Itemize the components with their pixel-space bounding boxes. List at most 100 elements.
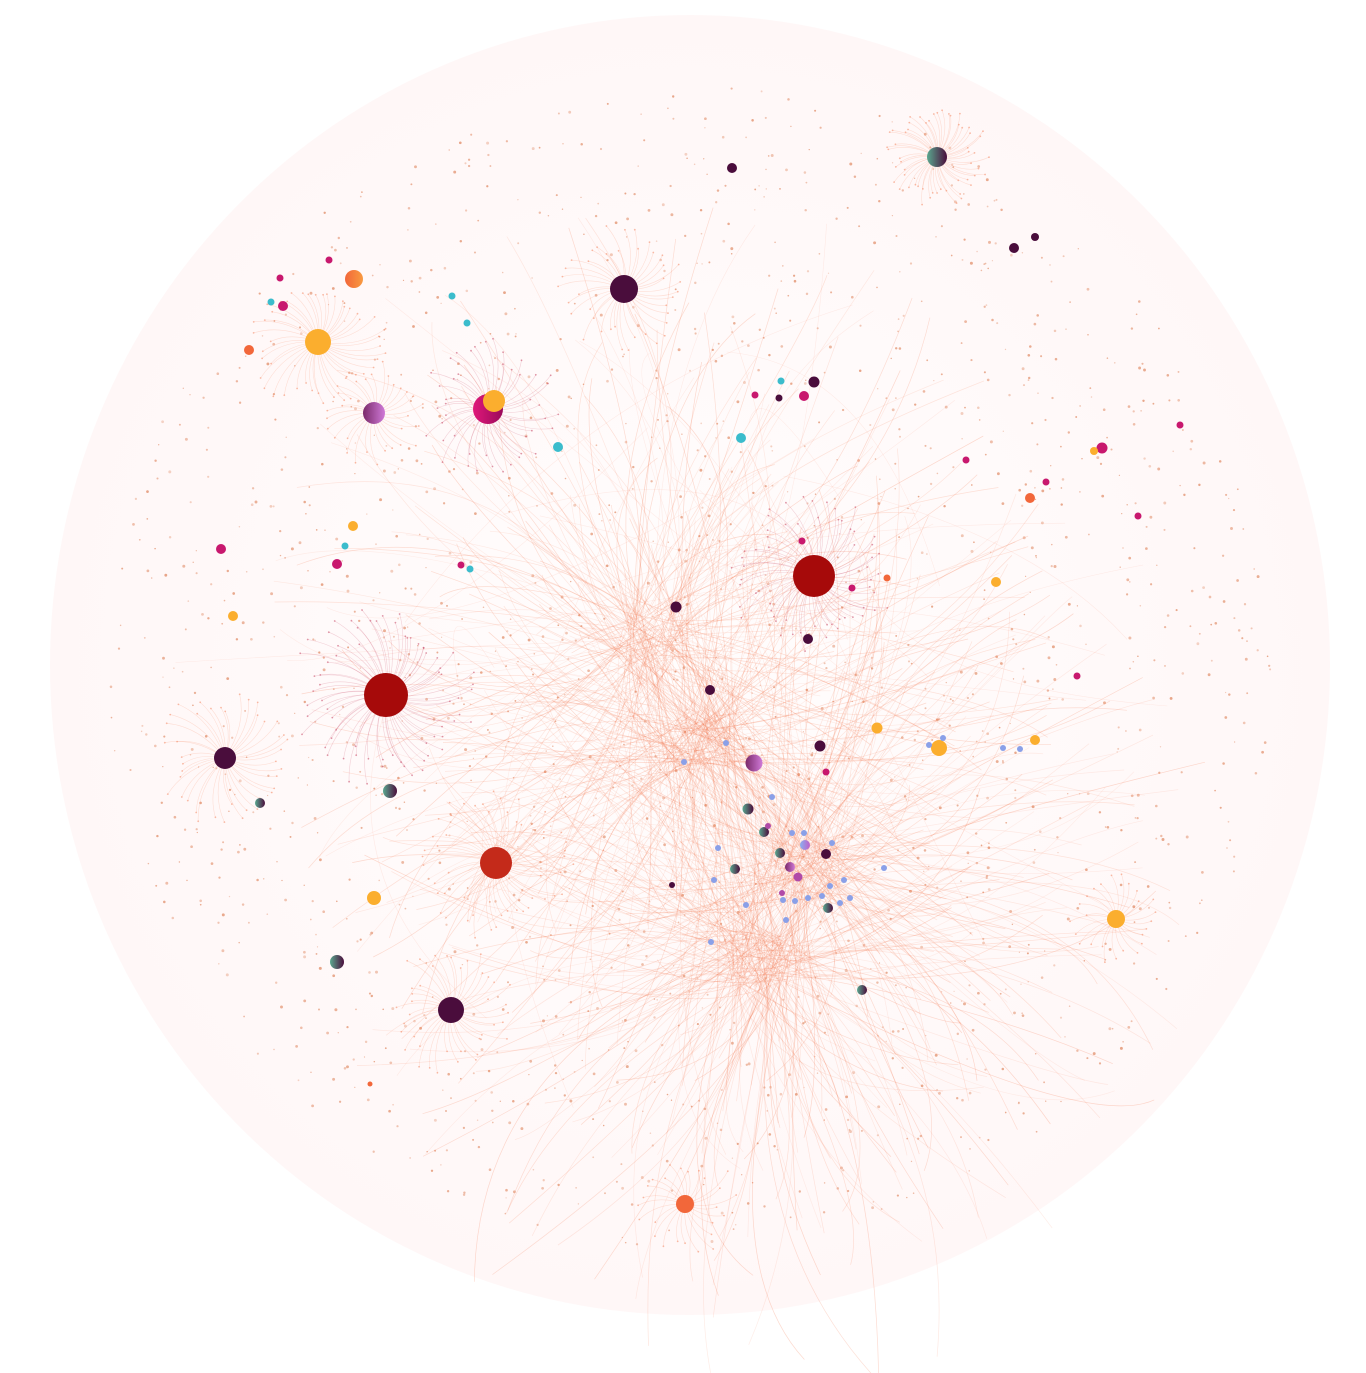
graph-node[interactable] bbox=[799, 391, 809, 401]
graph-node[interactable] bbox=[1017, 746, 1023, 752]
graph-node[interactable] bbox=[751, 391, 759, 399]
graph-node[interactable] bbox=[1176, 421, 1184, 429]
graph-node[interactable] bbox=[267, 298, 275, 306]
graph-node[interactable] bbox=[367, 1081, 373, 1087]
graph-node[interactable] bbox=[962, 456, 970, 464]
graph-node[interactable] bbox=[1025, 493, 1035, 503]
graph-node[interactable] bbox=[881, 865, 887, 871]
graph-node[interactable] bbox=[827, 883, 833, 889]
graph-node[interactable] bbox=[759, 827, 769, 837]
graph-node[interactable] bbox=[883, 574, 891, 582]
hub-plum-north-node[interactable] bbox=[610, 275, 638, 303]
graph-node[interactable] bbox=[330, 955, 344, 969]
graph-node[interactable] bbox=[800, 840, 810, 850]
graph-node[interactable] bbox=[871, 722, 883, 734]
hub-crimson-center-node[interactable] bbox=[793, 555, 835, 597]
graph-node[interactable] bbox=[822, 768, 830, 776]
graph-node[interactable] bbox=[798, 537, 806, 545]
graph-node[interactable] bbox=[708, 939, 714, 945]
graph-node[interactable] bbox=[780, 897, 786, 903]
graph-node[interactable] bbox=[705, 685, 715, 695]
graph-node[interactable] bbox=[785, 862, 795, 872]
graph-node[interactable] bbox=[829, 840, 835, 846]
graph-node[interactable] bbox=[847, 895, 853, 901]
graph-node[interactable] bbox=[1090, 447, 1098, 455]
graph-node[interactable] bbox=[841, 877, 847, 883]
graph-node[interactable] bbox=[278, 301, 288, 311]
graph-node[interactable] bbox=[742, 803, 754, 815]
graph-node[interactable] bbox=[926, 742, 932, 748]
graph-node[interactable] bbox=[819, 893, 825, 899]
graph-node[interactable] bbox=[463, 319, 471, 327]
graph-node[interactable] bbox=[769, 794, 775, 800]
graph-node[interactable] bbox=[1031, 233, 1039, 241]
graph-node[interactable] bbox=[553, 442, 563, 452]
graph-node[interactable] bbox=[670, 601, 682, 613]
graph-node[interactable] bbox=[808, 376, 820, 388]
graph-node[interactable] bbox=[1000, 745, 1006, 751]
graph-node[interactable] bbox=[348, 521, 358, 531]
graph-node[interactable] bbox=[457, 561, 465, 569]
graph-node[interactable] bbox=[345, 270, 363, 288]
hub-amber-east-node[interactable] bbox=[1107, 910, 1125, 928]
hub-plum-west-node[interactable] bbox=[214, 747, 236, 769]
graph-node[interactable] bbox=[723, 740, 729, 746]
graph-node[interactable] bbox=[1134, 512, 1142, 520]
hub-violet-northwest-node[interactable] bbox=[363, 402, 385, 424]
graph-node[interactable] bbox=[448, 292, 456, 300]
graph-node[interactable] bbox=[669, 882, 675, 888]
hub-teal-northeast-node[interactable] bbox=[927, 147, 947, 167]
graph-node[interactable] bbox=[837, 900, 843, 906]
graph-node[interactable] bbox=[931, 740, 947, 756]
graph-node[interactable] bbox=[1042, 478, 1050, 486]
graph-node[interactable] bbox=[940, 735, 946, 741]
graph-node[interactable] bbox=[793, 872, 803, 882]
graph-node[interactable] bbox=[255, 798, 265, 808]
graph-node[interactable] bbox=[775, 848, 785, 858]
graph-node[interactable] bbox=[244, 345, 254, 355]
hub-amber-northwest-node[interactable] bbox=[305, 329, 331, 355]
graph-node[interactable] bbox=[745, 754, 763, 772]
hub-red-southwest-node[interactable] bbox=[480, 847, 512, 879]
graph-node[interactable] bbox=[711, 877, 717, 883]
hub-plum-south-node[interactable] bbox=[438, 997, 464, 1023]
graph-node[interactable] bbox=[823, 903, 833, 913]
graph-node[interactable] bbox=[715, 845, 721, 851]
graph-node[interactable] bbox=[779, 890, 785, 896]
hub-orange-south-node[interactable] bbox=[676, 1195, 694, 1213]
graph-node[interactable] bbox=[783, 917, 789, 923]
graph-node[interactable] bbox=[383, 784, 397, 798]
graph-node[interactable] bbox=[775, 394, 783, 402]
graph-node[interactable] bbox=[765, 823, 771, 829]
graph-node[interactable] bbox=[681, 759, 687, 765]
graph-node[interactable] bbox=[1030, 735, 1040, 745]
graph-node[interactable] bbox=[792, 898, 798, 904]
graph-node[interactable] bbox=[466, 565, 474, 573]
graph-node[interactable] bbox=[801, 830, 807, 836]
graph-node[interactable] bbox=[848, 584, 856, 592]
graph-node[interactable] bbox=[736, 433, 746, 443]
graph-node[interactable] bbox=[821, 849, 831, 859]
leaf-node bbox=[790, 125, 792, 128]
graph-node[interactable] bbox=[805, 895, 811, 901]
graph-node[interactable] bbox=[325, 256, 333, 264]
graph-node[interactable] bbox=[341, 542, 349, 550]
graph-node[interactable] bbox=[216, 544, 226, 554]
graph-node[interactable] bbox=[367, 891, 381, 905]
graph-node[interactable] bbox=[727, 163, 737, 173]
graph-node[interactable] bbox=[789, 830, 795, 836]
graph-node[interactable] bbox=[1073, 672, 1081, 680]
graph-node[interactable] bbox=[777, 377, 785, 385]
graph-node[interactable] bbox=[332, 559, 342, 569]
graph-node[interactable] bbox=[991, 577, 1001, 587]
graph-node[interactable] bbox=[730, 864, 740, 874]
graph-node[interactable] bbox=[803, 634, 813, 644]
graph-node[interactable] bbox=[743, 902, 749, 908]
graph-node[interactable] bbox=[857, 985, 867, 995]
graph-node[interactable] bbox=[228, 611, 238, 621]
graph-node[interactable] bbox=[276, 274, 284, 282]
graph-node[interactable] bbox=[1009, 243, 1019, 253]
hub-crimson-west-node[interactable] bbox=[364, 673, 408, 717]
graph-node[interactable] bbox=[1096, 442, 1108, 454]
graph-node[interactable] bbox=[814, 740, 826, 752]
